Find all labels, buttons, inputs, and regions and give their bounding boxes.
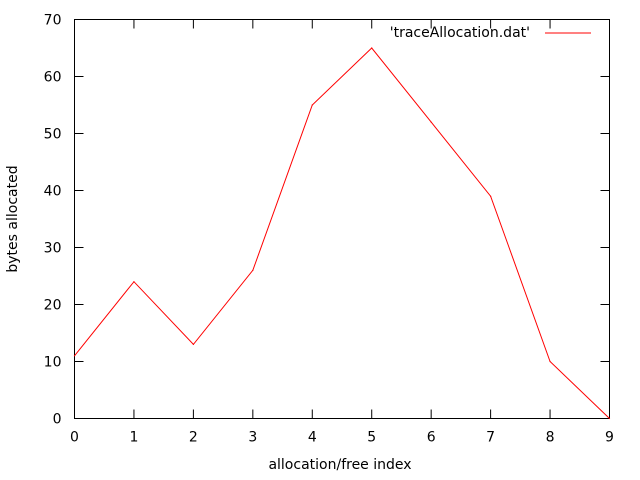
- data-point: [311, 104, 313, 106]
- x-tick-label: 9: [605, 430, 614, 446]
- x-axis-ticks: 0 1 2 3 4 5 6 7 8 9: [70, 19, 614, 446]
- y-axis-ticks: 0 10 20 30 40 50 60 70: [44, 13, 610, 428]
- data-point: [549, 360, 551, 363]
- y-axis-label: bytes allocated: [5, 165, 21, 272]
- data-point: [133, 281, 135, 283]
- legend-entry-label: 'traceAllocation.dat': [390, 25, 530, 41]
- x-tick-label: 7: [486, 430, 495, 446]
- x-tick-label: 6: [427, 430, 436, 446]
- x-tick-label: 4: [308, 430, 317, 446]
- y-tick-label: 40: [44, 184, 62, 200]
- series-line: [74, 47, 610, 419]
- y-tick-label: 0: [53, 412, 62, 428]
- y-tick-label: 10: [44, 355, 62, 371]
- x-tick-label: 3: [248, 430, 257, 446]
- series-layer: [73, 47, 611, 420]
- x-tick-label: 5: [367, 430, 376, 446]
- legend: 'traceAllocation.dat': [390, 25, 591, 41]
- y-tick-label: 60: [44, 70, 62, 86]
- data-point: [490, 195, 492, 197]
- data-point: [252, 269, 254, 271]
- x-tick-label: 0: [70, 430, 79, 446]
- x-tick-label: 1: [129, 430, 138, 446]
- y-tick-label: 30: [44, 241, 62, 257]
- y-tick-label: 50: [44, 127, 62, 143]
- data-point: [192, 343, 194, 345]
- x-axis-label: allocation/free index: [268, 457, 411, 473]
- data-point: [430, 121, 432, 123]
- x-tick-label: 8: [546, 430, 555, 446]
- data-point: [73, 355, 76, 357]
- x-tick-label: 2: [189, 430, 198, 446]
- data-point: [371, 47, 373, 49]
- data-point: [608, 417, 611, 420]
- y-tick-label: 70: [44, 13, 62, 29]
- plot-frame: [74, 19, 610, 419]
- y-tick-label: 20: [44, 298, 62, 314]
